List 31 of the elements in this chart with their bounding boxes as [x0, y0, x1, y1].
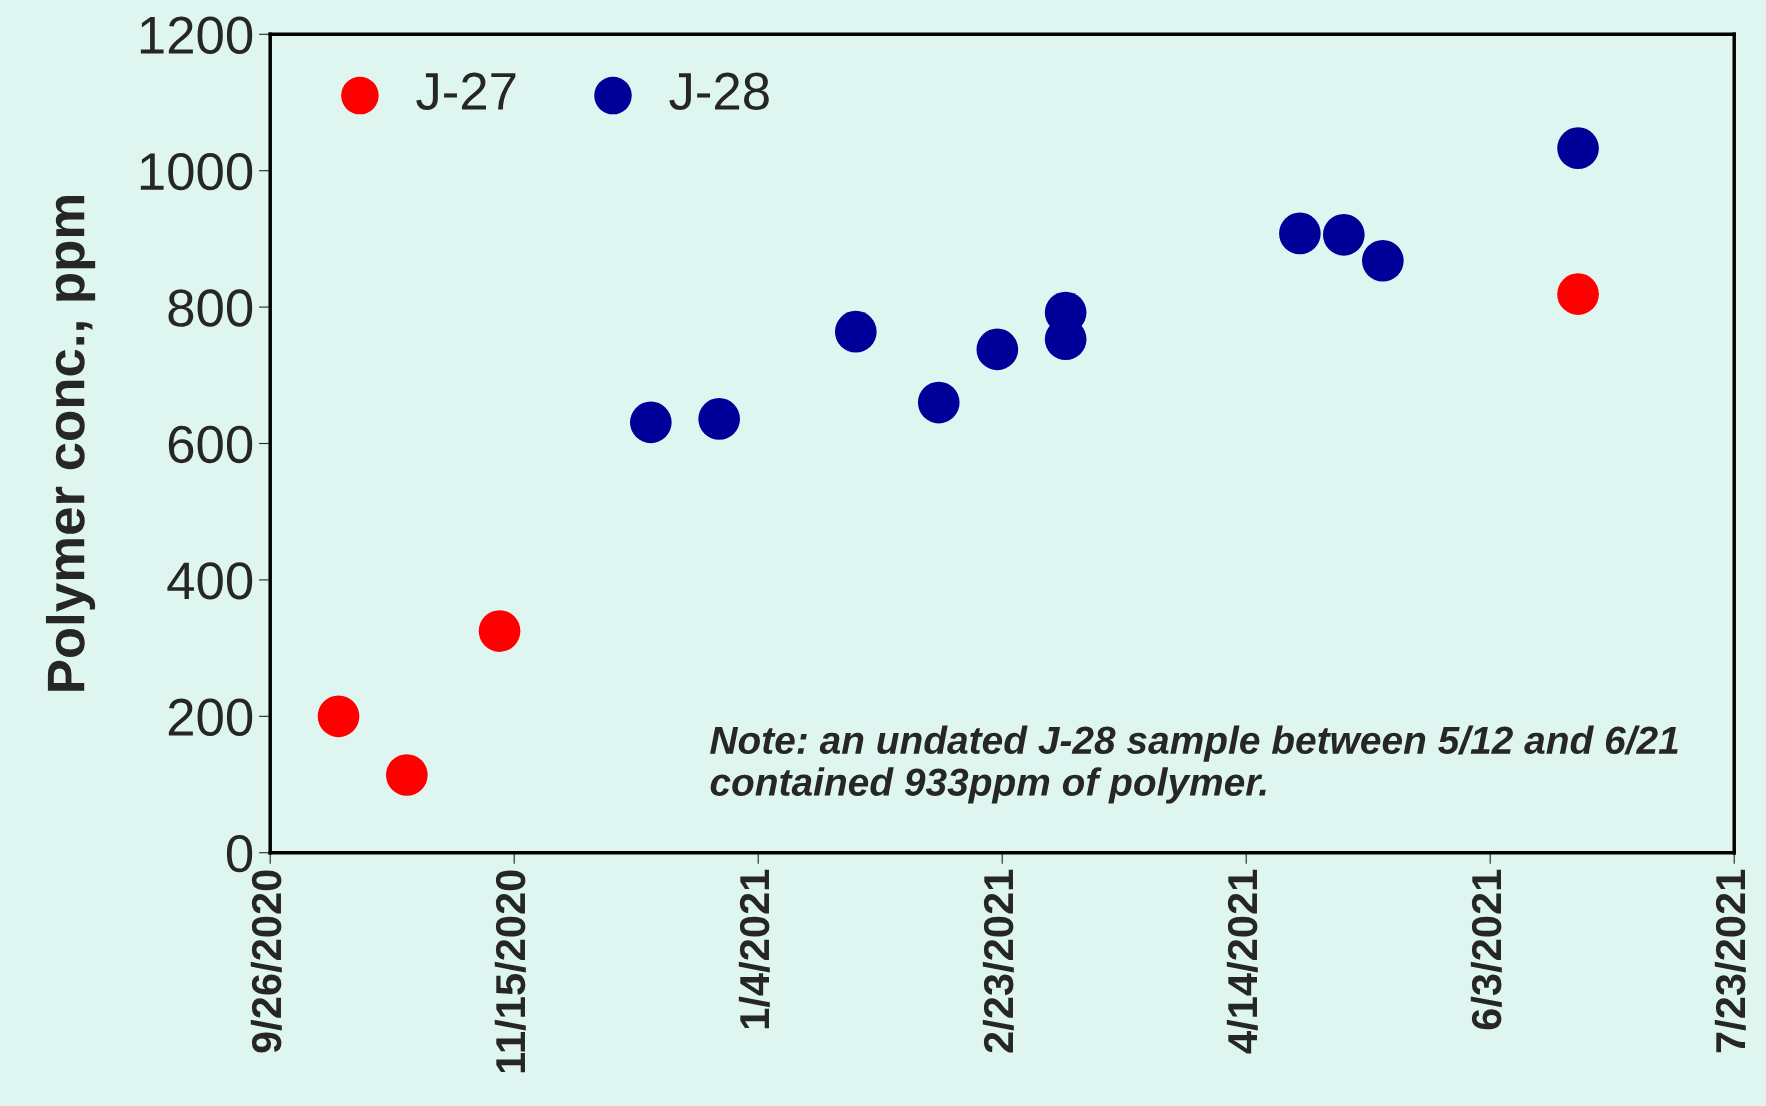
x-tick-label: 7/23/2021	[1714, 869, 1746, 1053]
y-tick-label: 1200	[140, 16, 253, 54]
point	[698, 398, 740, 440]
x-tick-label: 4/14/2021	[1226, 869, 1258, 1054]
y-tick-label: 200	[168, 698, 253, 736]
point	[1279, 212, 1321, 255]
point	[630, 401, 672, 444]
x-tick-label: 6/3/2021	[1470, 869, 1502, 1030]
x-tick-label: 11/15/2020	[494, 870, 526, 1073]
point	[478, 610, 521, 652]
point	[834, 310, 877, 353]
y-tick-label: 800	[168, 289, 253, 327]
point	[1557, 273, 1599, 315]
point	[976, 328, 1019, 371]
point	[1362, 239, 1404, 282]
legend-label: J-27	[416, 72, 516, 110]
point	[917, 381, 960, 424]
y-tick-label: 1000	[140, 152, 253, 191]
point	[1557, 127, 1599, 170]
y-tick-label: 400	[167, 562, 253, 600]
point	[317, 695, 360, 738]
y-tick-label: 600	[168, 425, 253, 464]
x-tick-label: 9/26/2020	[250, 870, 282, 1053]
y-axis-title: Polymer conc., ppm	[45, 196, 96, 691]
y-tick-label: 0	[226, 835, 253, 873]
x-tick-label: 1/4/2021	[738, 869, 770, 1029]
point	[386, 754, 428, 796]
legend-label: J-28	[669, 72, 769, 110]
x-tick-label: 2/23/2021	[982, 869, 1014, 1053]
point	[1322, 213, 1365, 256]
annotation: Note: an undated J-28 sample between 5/12 and 6/21 contained 933ppm of polymer.	[710, 725, 1678, 804]
